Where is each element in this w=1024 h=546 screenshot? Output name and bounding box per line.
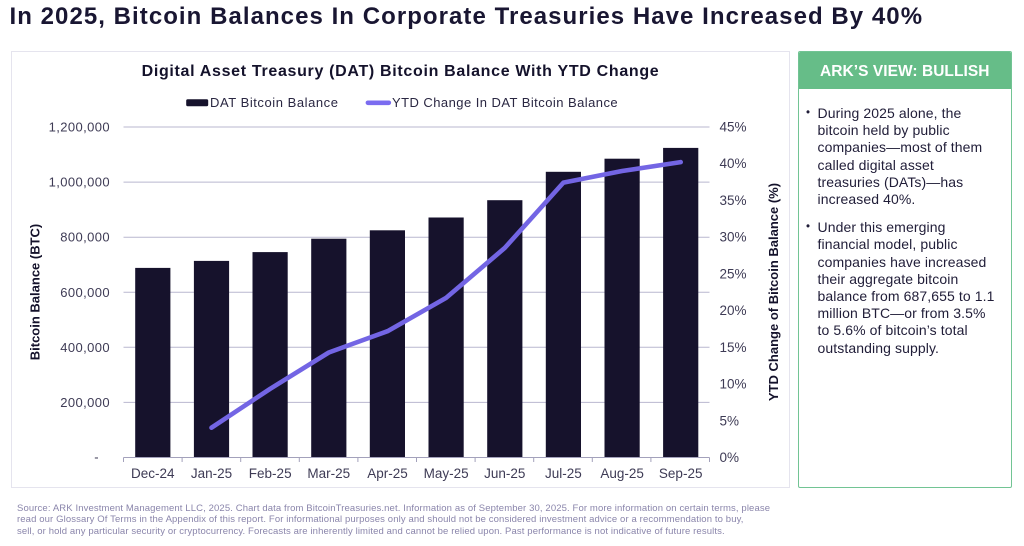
svg-text:DAT Bitcoin Balance: DAT Bitcoin Balance [210, 95, 338, 110]
svg-text:40%: 40% [720, 156, 747, 171]
svg-text:Jun-25: Jun-25 [484, 466, 525, 481]
svg-text:35%: 35% [720, 193, 747, 208]
svg-text:YTD Change In DAT Bitcoin Bala: YTD Change In DAT Bitcoin Balance [392, 95, 618, 110]
svg-text:1,200,000: 1,200,000 [49, 120, 110, 135]
svg-text:Dec-24: Dec-24 [131, 466, 175, 481]
svg-text:800,000: 800,000 [60, 230, 110, 245]
svg-text:20%: 20% [720, 303, 747, 318]
svg-text:Jan-25: Jan-25 [191, 466, 232, 481]
svg-text:600,000: 600,000 [60, 285, 110, 300]
svg-text:YTD Change of Bitcoin Balance: YTD Change of Bitcoin Balance (%) [766, 183, 781, 401]
svg-text:Apr-25: Apr-25 [367, 466, 408, 481]
svg-text:45%: 45% [720, 120, 747, 135]
svg-text:Jul-25: Jul-25 [545, 466, 582, 481]
svg-text:-: - [94, 450, 99, 465]
svg-text:5%: 5% [720, 413, 740, 428]
svg-text:25%: 25% [720, 266, 747, 281]
svg-text:0%: 0% [720, 450, 740, 465]
svg-text:30%: 30% [720, 230, 747, 245]
svg-text:Bitcoin Balance (BTC): Bitcoin Balance (BTC) [28, 224, 43, 361]
svg-text:10%: 10% [720, 377, 747, 392]
svg-text:Sep-25: Sep-25 [659, 466, 703, 481]
svg-text:400,000: 400,000 [60, 340, 110, 355]
svg-text:200,000: 200,000 [60, 395, 110, 410]
svg-text:May-25: May-25 [424, 466, 469, 481]
svg-text:Mar-25: Mar-25 [307, 466, 350, 481]
svg-text:Aug-25: Aug-25 [600, 466, 644, 481]
svg-text:Feb-25: Feb-25 [249, 466, 292, 481]
svg-text:1,000,000: 1,000,000 [49, 175, 110, 190]
svg-text:15%: 15% [720, 340, 747, 355]
